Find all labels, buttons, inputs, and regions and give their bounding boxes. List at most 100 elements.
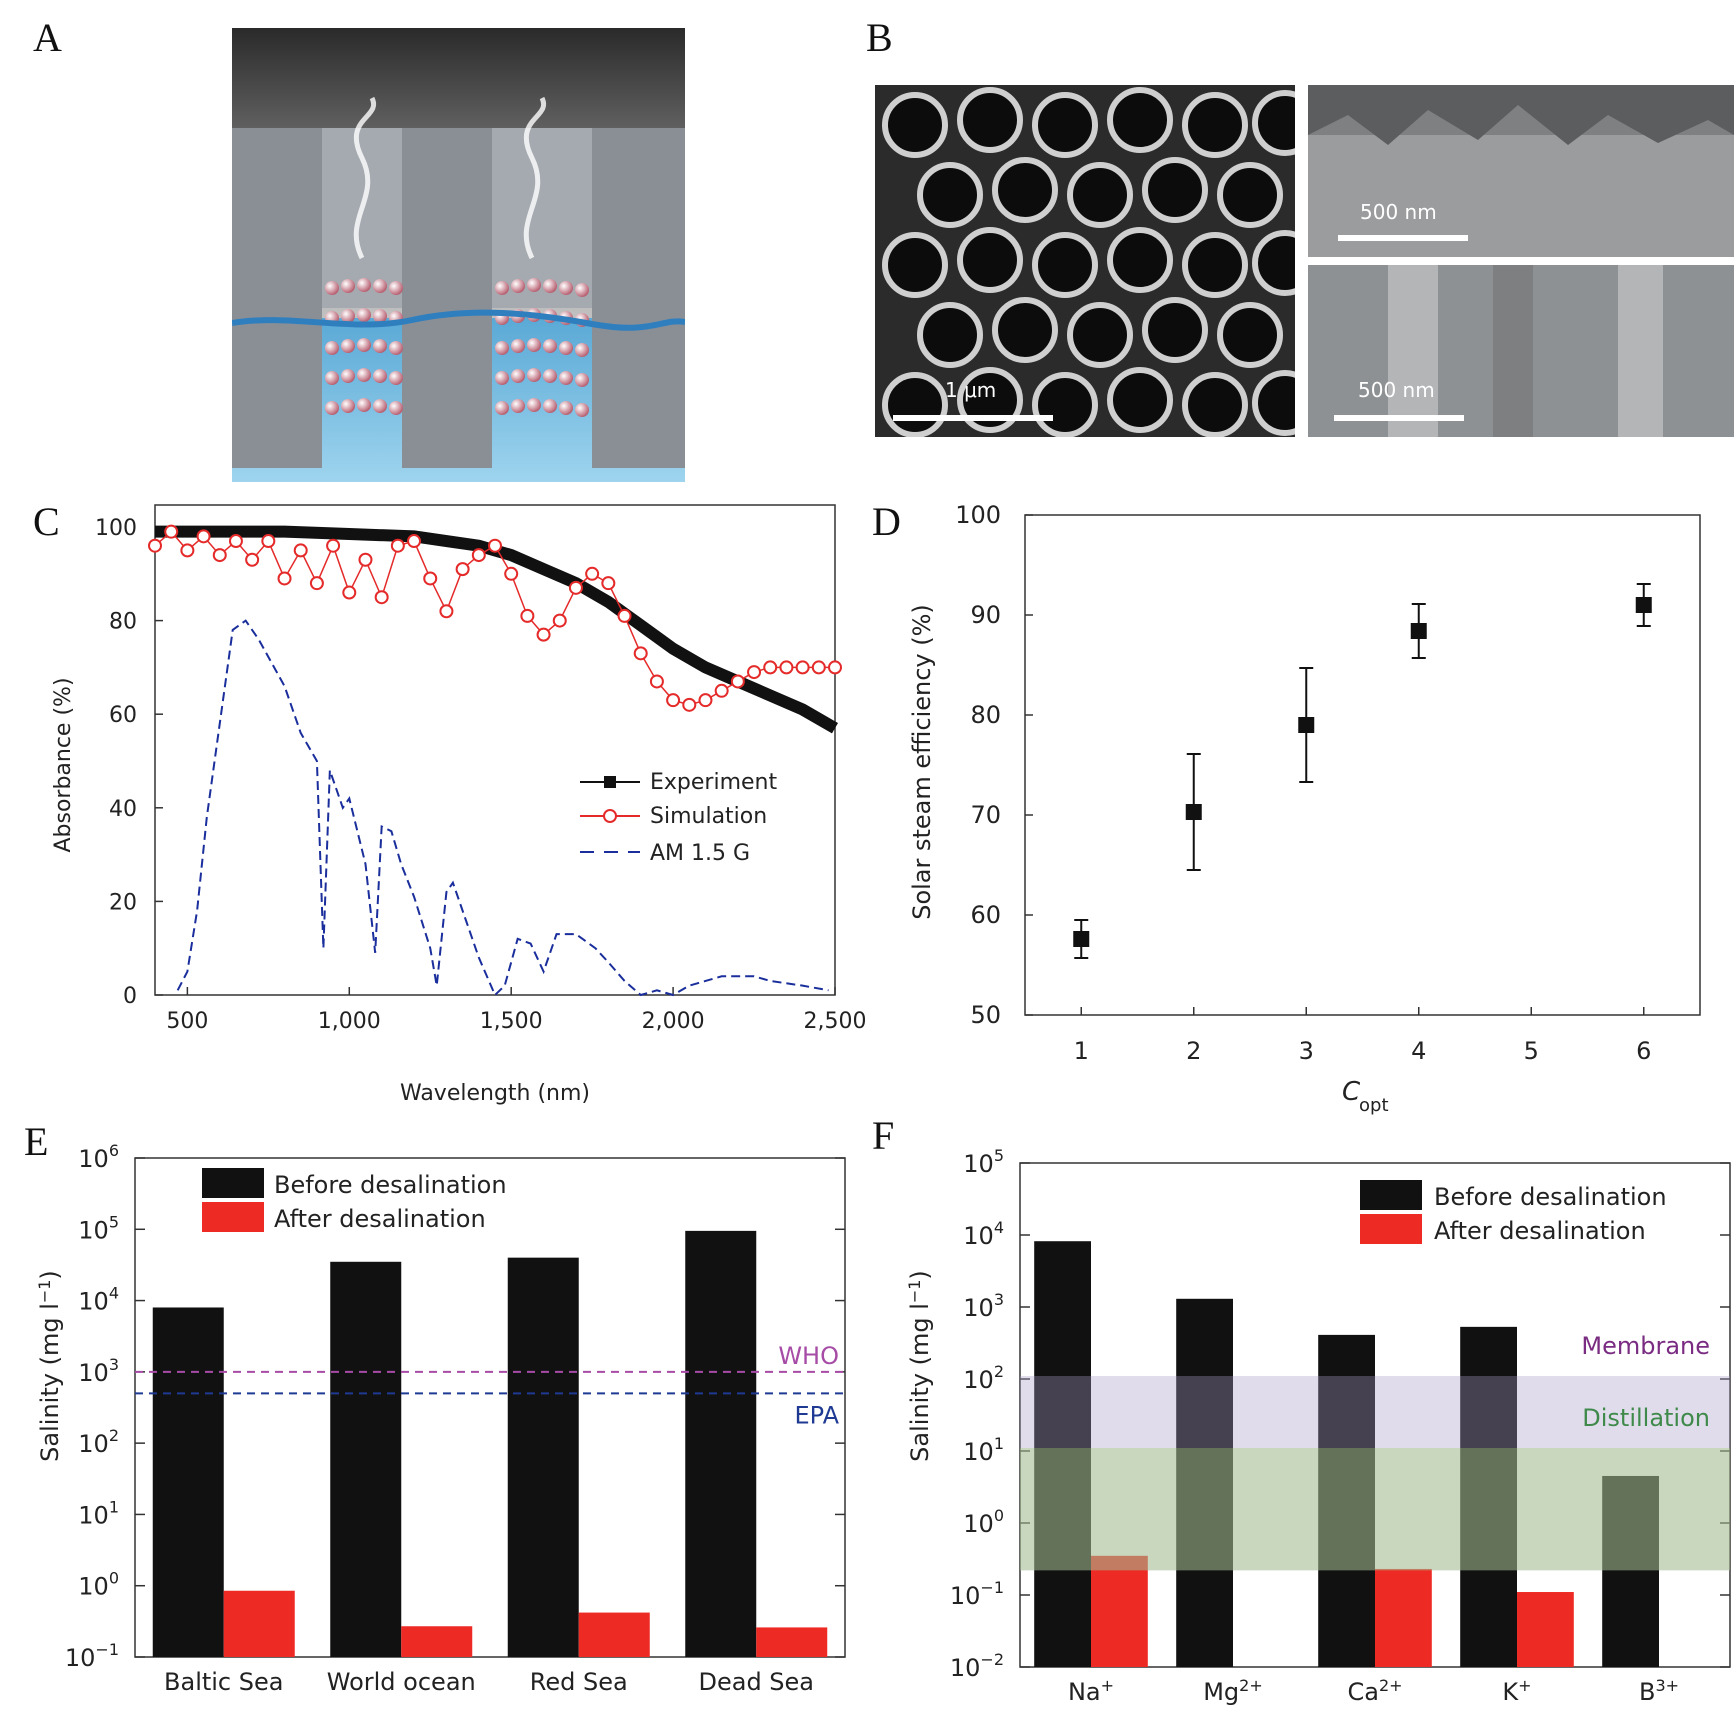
y-tick-label: 102 — [78, 1426, 119, 1458]
y-tick-label: 80 — [109, 610, 137, 635]
legend-simulation: Simulation — [650, 804, 767, 829]
bar-before — [1460, 1326, 1517, 1667]
simulation-point — [568, 580, 583, 595]
chart-f-ylabel: Salinity (mg l−1) — [905, 1270, 934, 1462]
x-tick-label: 1 — [1074, 1037, 1089, 1065]
y-tick-label: 10−2 — [950, 1650, 1004, 1682]
simulation-point — [649, 674, 664, 689]
legend-am15g: AM 1.5 G — [650, 841, 750, 866]
simulation-point — [245, 552, 260, 567]
chart-c-frame — [154, 504, 836, 996]
simulation-point — [795, 660, 810, 675]
simulation-point — [552, 613, 567, 628]
legend-marker-experiment-square — [604, 776, 616, 788]
chart-d-frame — [1024, 514, 1701, 1016]
chart-f-ylabel-text: Salinity (mg l — [906, 1303, 934, 1462]
x-tick-label: 6 — [1636, 1037, 1651, 1065]
category-label: Ca2+ — [1347, 1676, 1402, 1706]
x-tick-label: 5 — [1524, 1037, 1539, 1065]
simulation-point — [261, 534, 276, 549]
y-tick-label: 60 — [970, 901, 1001, 929]
y-tick-label: 100 — [78, 1569, 119, 1601]
y-tick-label: 70 — [970, 801, 1001, 829]
category-label: World ocean — [327, 1668, 476, 1696]
simulation-point — [536, 627, 551, 642]
bar-before — [330, 1261, 402, 1657]
bar-after — [401, 1626, 473, 1657]
category-label: B3+ — [1639, 1676, 1679, 1706]
y-tick-label: 10−1 — [950, 1578, 1004, 1610]
y-tick-label: 104 — [963, 1218, 1004, 1250]
x-tick-label: 4 — [1411, 1037, 1426, 1065]
legend-swatch-after — [202, 1202, 264, 1232]
x-tick-label: 2,500 — [804, 1009, 867, 1034]
category-label: Mg2+ — [1203, 1676, 1263, 1706]
legend-swatch-before — [202, 1168, 264, 1198]
simulation-point — [714, 683, 729, 698]
legend-marker-simulation-circle — [603, 809, 617, 823]
chart-c-xlabel: Wavelength (nm) — [400, 1081, 590, 1106]
legend-before: Before desalination — [274, 1171, 507, 1199]
simulation-point — [180, 543, 195, 558]
category-label: Dead Sea — [698, 1668, 814, 1696]
sem-image-top-view — [875, 85, 1295, 437]
y-tick-label: 100 — [95, 516, 137, 541]
simulation-point — [747, 665, 762, 680]
simulation-point — [407, 534, 422, 549]
y-tick-label: 0 — [123, 984, 137, 1009]
chart-salinity-seas: Salinity (mg l−1) Before desalination Af… — [35, 1141, 846, 1696]
sem-image-cross-section-1 — [1308, 85, 1734, 257]
chart-salinity-ions: Salinity (mg l−1) Before desalination Af… — [905, 1146, 1731, 1706]
x-tick-label: 2 — [1186, 1037, 1201, 1065]
bar-after — [1375, 1568, 1432, 1667]
bar-after — [223, 1590, 295, 1657]
simulation-point — [390, 538, 405, 553]
y-tick-label: 60 — [109, 703, 137, 728]
simulation-point — [196, 529, 211, 544]
chart-d-xlabel-sub: opt — [1359, 1095, 1389, 1116]
y-tick-label: 104 — [78, 1284, 119, 1316]
y-tick-label: 100 — [963, 1506, 1004, 1538]
simulation-point — [326, 538, 341, 553]
simulation-point — [504, 566, 519, 581]
x-tick-label: 1,000 — [318, 1009, 381, 1034]
bar-before — [1034, 1241, 1091, 1667]
y-tick-label: 40 — [109, 797, 137, 822]
simulation-point — [730, 674, 745, 689]
y-tick-label: 105 — [78, 1212, 119, 1244]
simulation-point — [763, 660, 778, 675]
simulation-point — [520, 608, 535, 623]
chart-e-ylabel-text: Salinity (mg l — [36, 1303, 64, 1462]
category-label: Na+ — [1068, 1676, 1114, 1706]
y-tick-label: 90 — [970, 601, 1001, 629]
y-tick-label: 10−1 — [65, 1640, 119, 1672]
panel-label-e: E — [24, 1119, 49, 1164]
simulation-point — [779, 660, 794, 675]
chart-frame — [134, 1157, 846, 1658]
simulation-point — [212, 548, 227, 563]
data-point — [1410, 623, 1427, 639]
simulation-point — [811, 660, 826, 675]
y-tick-label: 101 — [963, 1434, 1004, 1466]
data-point — [1185, 804, 1202, 820]
y-tick-label: 20 — [109, 890, 137, 915]
x-tick-label: 3 — [1299, 1037, 1314, 1065]
bar-before — [1602, 1475, 1659, 1667]
legend-swatch-before-f — [1360, 1180, 1422, 1210]
simulation-point — [293, 543, 308, 558]
chart-efficiency: Solar steam efficiency (%) C opt 1 2 3 4 5 6 5… — [908, 501, 1701, 1116]
y-tick-label: 105 — [963, 1146, 1004, 1178]
simulation-point — [601, 576, 616, 591]
data-point — [1298, 717, 1315, 733]
y-tick-label: 50 — [970, 1001, 1001, 1029]
chart-d-ylabel: Solar steam efficiency (%) — [908, 604, 936, 920]
y-tick-label: 103 — [78, 1355, 119, 1387]
x-tick-label: 1,500 — [480, 1009, 543, 1034]
chart-c-ylabel: Absorbance (%) — [51, 677, 76, 852]
simulation-point — [488, 538, 502, 553]
simulation-point — [148, 538, 162, 553]
scale-label-500nm-2: 500 nm — [1358, 378, 1435, 402]
band — [1020, 1448, 1730, 1571]
bar-after — [1091, 1555, 1148, 1667]
band — [1020, 1376, 1730, 1571]
